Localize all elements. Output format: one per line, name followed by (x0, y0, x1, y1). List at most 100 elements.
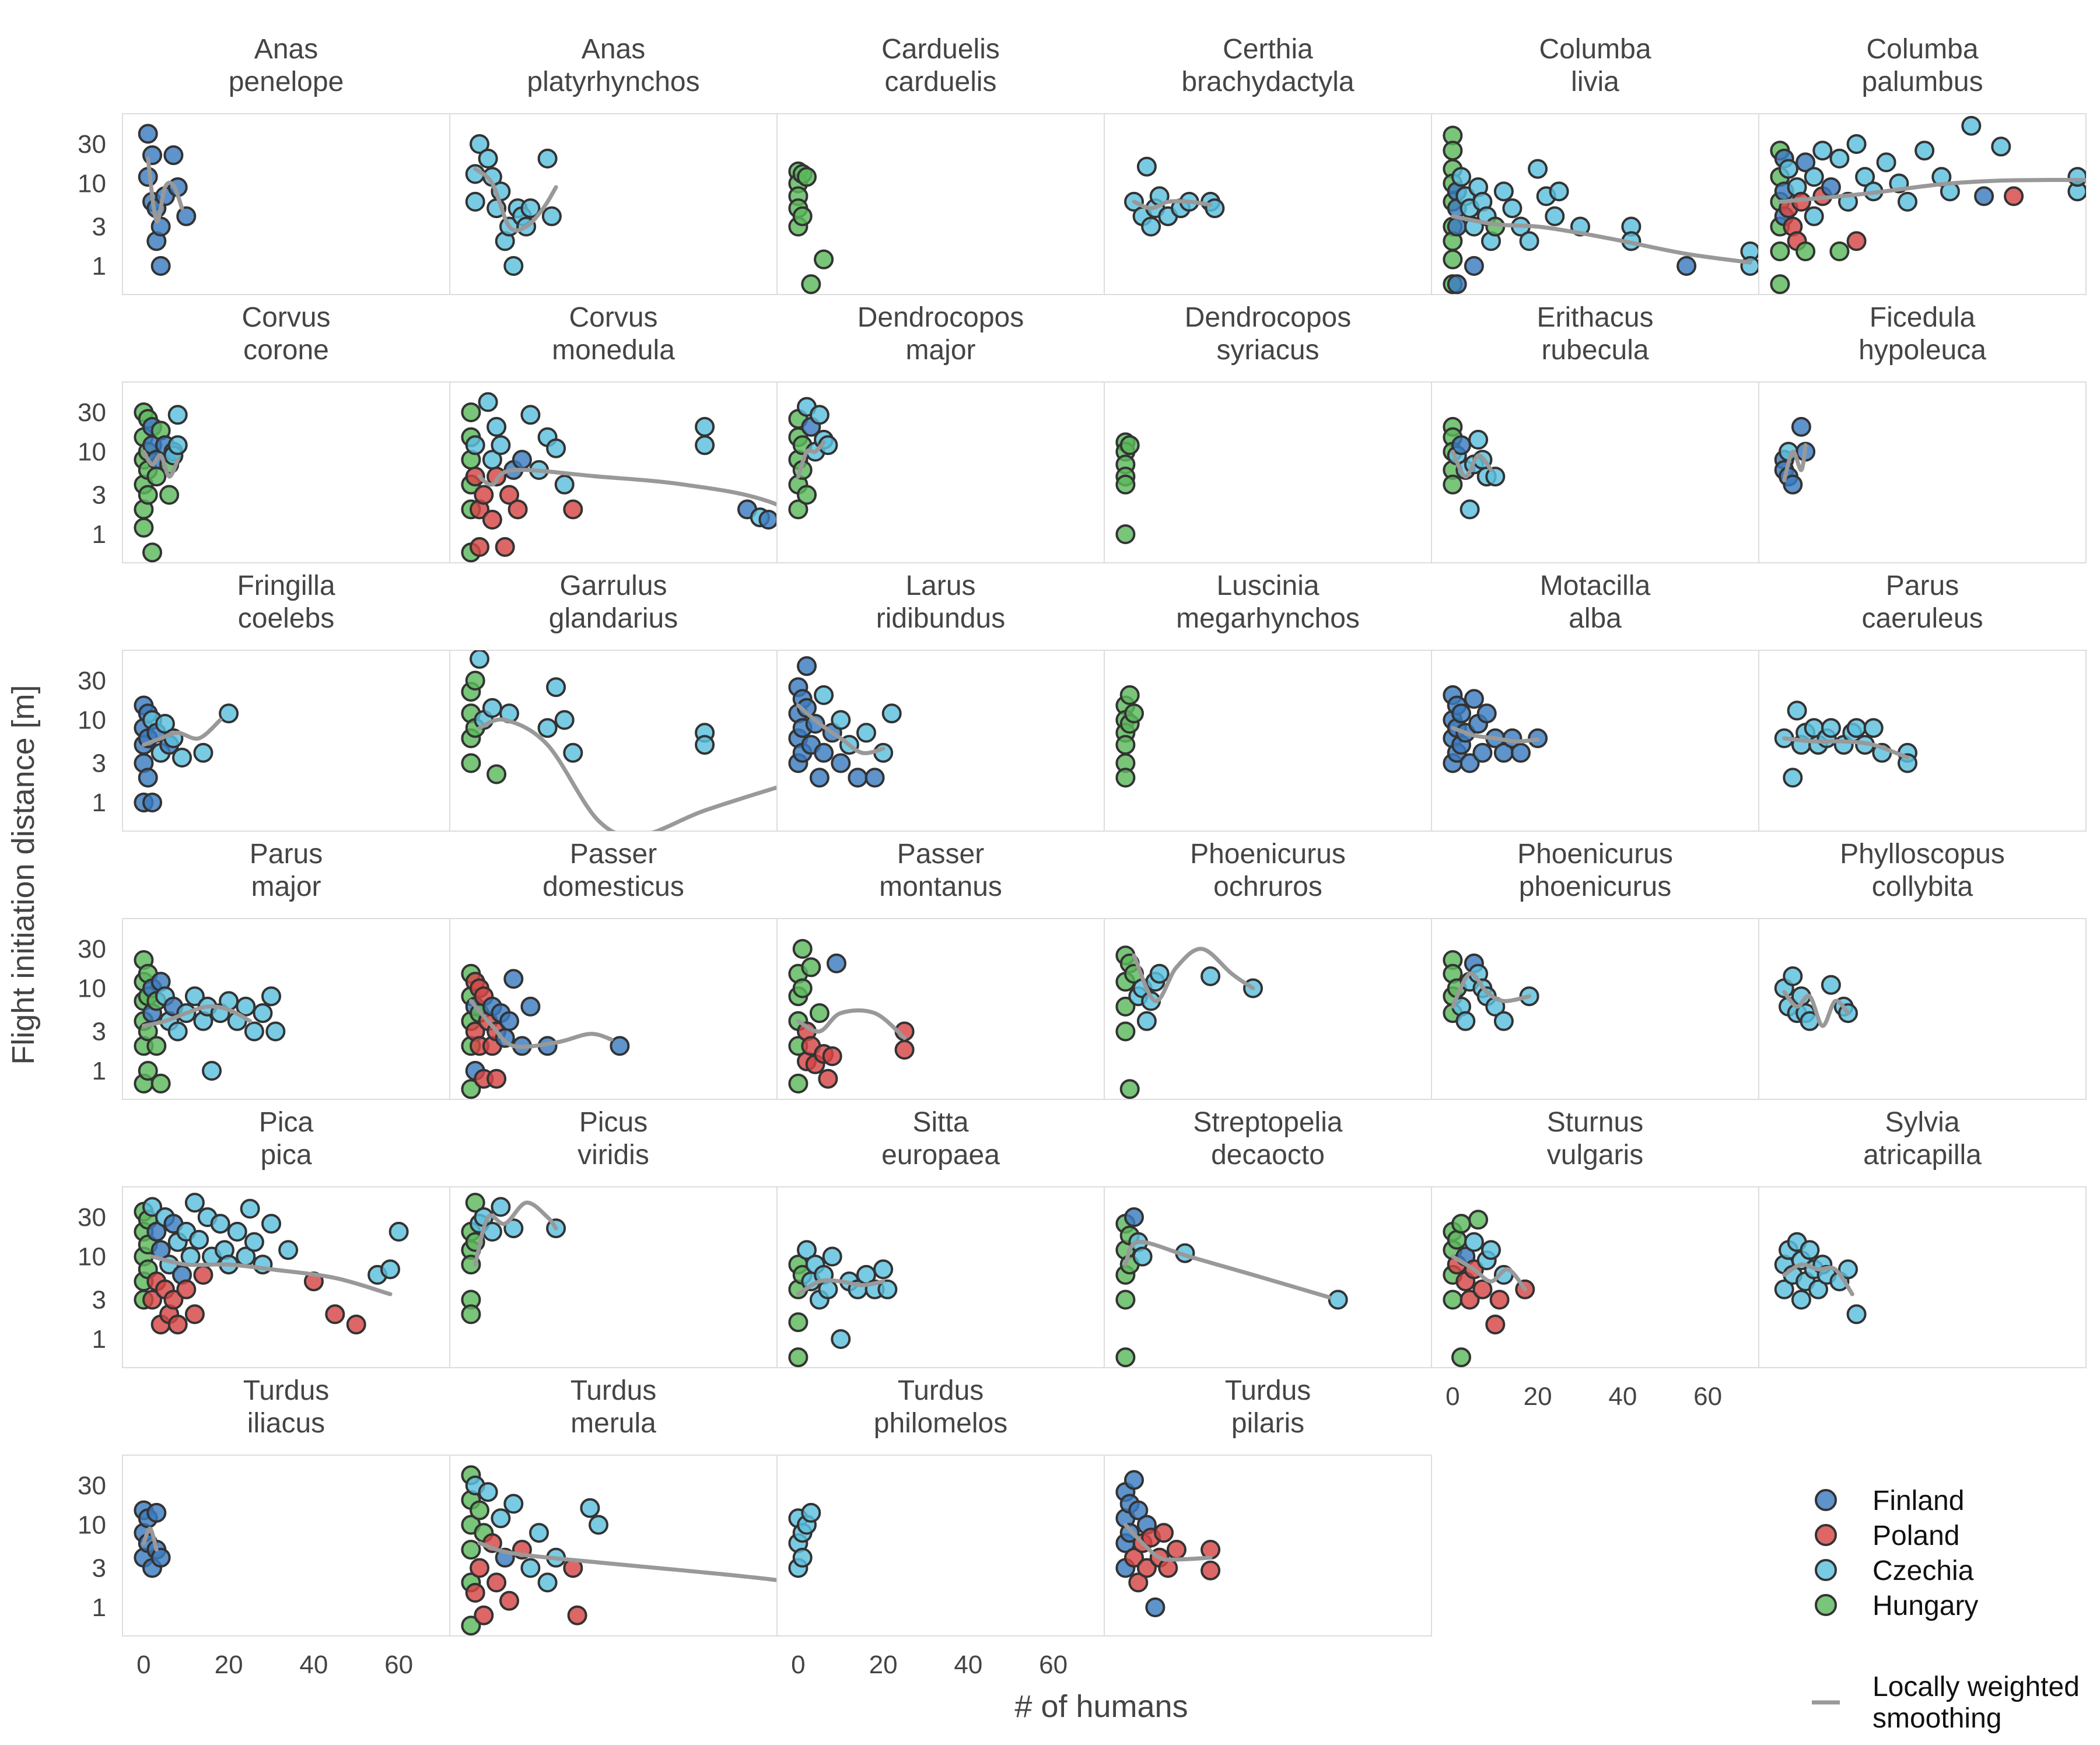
point-finland (138, 124, 158, 144)
x-tick-label: 40 (954, 1651, 982, 1679)
point-czechia (1545, 206, 1565, 226)
point-hungary (814, 249, 834, 269)
facet-title-species: phoenicurus (1519, 871, 1672, 902)
point-poland (482, 510, 502, 530)
point-czechia (227, 1221, 247, 1242)
point-czechia (172, 748, 192, 768)
point-czechia (1481, 1240, 1501, 1260)
point-czechia (1136, 1011, 1157, 1031)
point-czechia (1991, 136, 2011, 157)
point-czechia (797, 1240, 817, 1260)
point-hungary (1115, 474, 1136, 495)
point-czechia (1549, 181, 1569, 202)
point-poland (1124, 1547, 1144, 1568)
point-finland (1447, 274, 1467, 295)
point-finland (520, 996, 541, 1017)
point-czechia (167, 435, 188, 455)
facet-title-genus: Columba (1866, 34, 1978, 65)
point-czechia (541, 206, 562, 226)
x-tick-label: 20 (215, 1651, 243, 1679)
point-hungary (461, 1616, 481, 1636)
point-czechia (167, 1021, 188, 1042)
point-hungary (1443, 141, 1463, 161)
facet-title-species: ridibundus (876, 603, 1005, 634)
smoothing-line (1782, 736, 1910, 760)
facet-title-species: major (905, 335, 975, 366)
point-finland (1974, 186, 1994, 206)
points (788, 1502, 821, 1578)
point-czechia (1876, 152, 1896, 173)
facet-title-species: montanus (879, 871, 1002, 902)
y-tick-label: 3 (92, 1554, 106, 1583)
point-czechia (580, 1498, 600, 1518)
y-tick-label: 10 (78, 975, 106, 1003)
facet-title-genus: Turdus (243, 1375, 330, 1406)
point-finland (1128, 1500, 1149, 1520)
point-hungary (1443, 249, 1463, 269)
point-finland (499, 1011, 519, 1031)
point-hungary (142, 542, 162, 563)
point-czechia (1779, 159, 1798, 179)
point-czechia (1485, 467, 1506, 487)
facet-title-genus: Turdus (898, 1375, 984, 1406)
point-czechia (1783, 966, 1803, 986)
facet-title-species: collybita (1872, 871, 1973, 902)
point-czechia (219, 703, 239, 724)
point-czechia (822, 1246, 842, 1267)
point-hungary (1443, 1290, 1463, 1310)
point-czechia (520, 1558, 541, 1578)
point-finland (848, 768, 868, 788)
smoothing-line (477, 1541, 777, 1582)
facet-title-genus: Turdus (1225, 1375, 1311, 1406)
point-czechia (1846, 134, 1867, 154)
points (461, 392, 777, 563)
legend-marker (1815, 1524, 1837, 1546)
smoothing-line (473, 167, 558, 233)
point-czechia (202, 1061, 222, 1081)
point-czechia (537, 1572, 558, 1593)
panel-frame (776, 918, 1105, 1100)
point-poland (470, 537, 489, 557)
point-poland (474, 485, 494, 505)
point-hungary (1468, 1210, 1489, 1230)
point-hungary (465, 671, 485, 691)
panel-frame (1758, 381, 2087, 563)
smoothing-line (796, 440, 826, 479)
point-czechia (1787, 700, 1807, 721)
points (1774, 1232, 1867, 1324)
point-poland (474, 1605, 494, 1625)
smoothing-line (1450, 971, 1532, 1009)
point-poland (193, 1264, 214, 1285)
point-hungary (792, 978, 813, 998)
x-tick-label: 60 (1693, 1382, 1722, 1411)
point-czechia (1804, 206, 1824, 226)
legend-label: Locally weighted (1873, 1672, 2080, 1702)
point-poland (346, 1315, 366, 1334)
point-czechia (1774, 1279, 1794, 1299)
facet-title-genus: Corvus (242, 302, 330, 333)
points (134, 1500, 171, 1578)
point-czechia (184, 986, 205, 1007)
point-hungary (1119, 435, 1140, 455)
points (461, 650, 715, 784)
point-hungary (1451, 1214, 1471, 1234)
points (461, 1193, 566, 1324)
facet-title-species: ochruros (1213, 871, 1322, 902)
point-poland (894, 1039, 915, 1060)
point-finland (814, 742, 834, 763)
facet-title-genus: Phoenicurus (1190, 839, 1346, 870)
point-poland (499, 1590, 519, 1611)
point-finland (1451, 435, 1471, 455)
point-hungary (461, 1079, 481, 1099)
point-czechia (184, 1193, 205, 1213)
point-poland (1846, 231, 1867, 251)
point-hungary (138, 485, 158, 505)
